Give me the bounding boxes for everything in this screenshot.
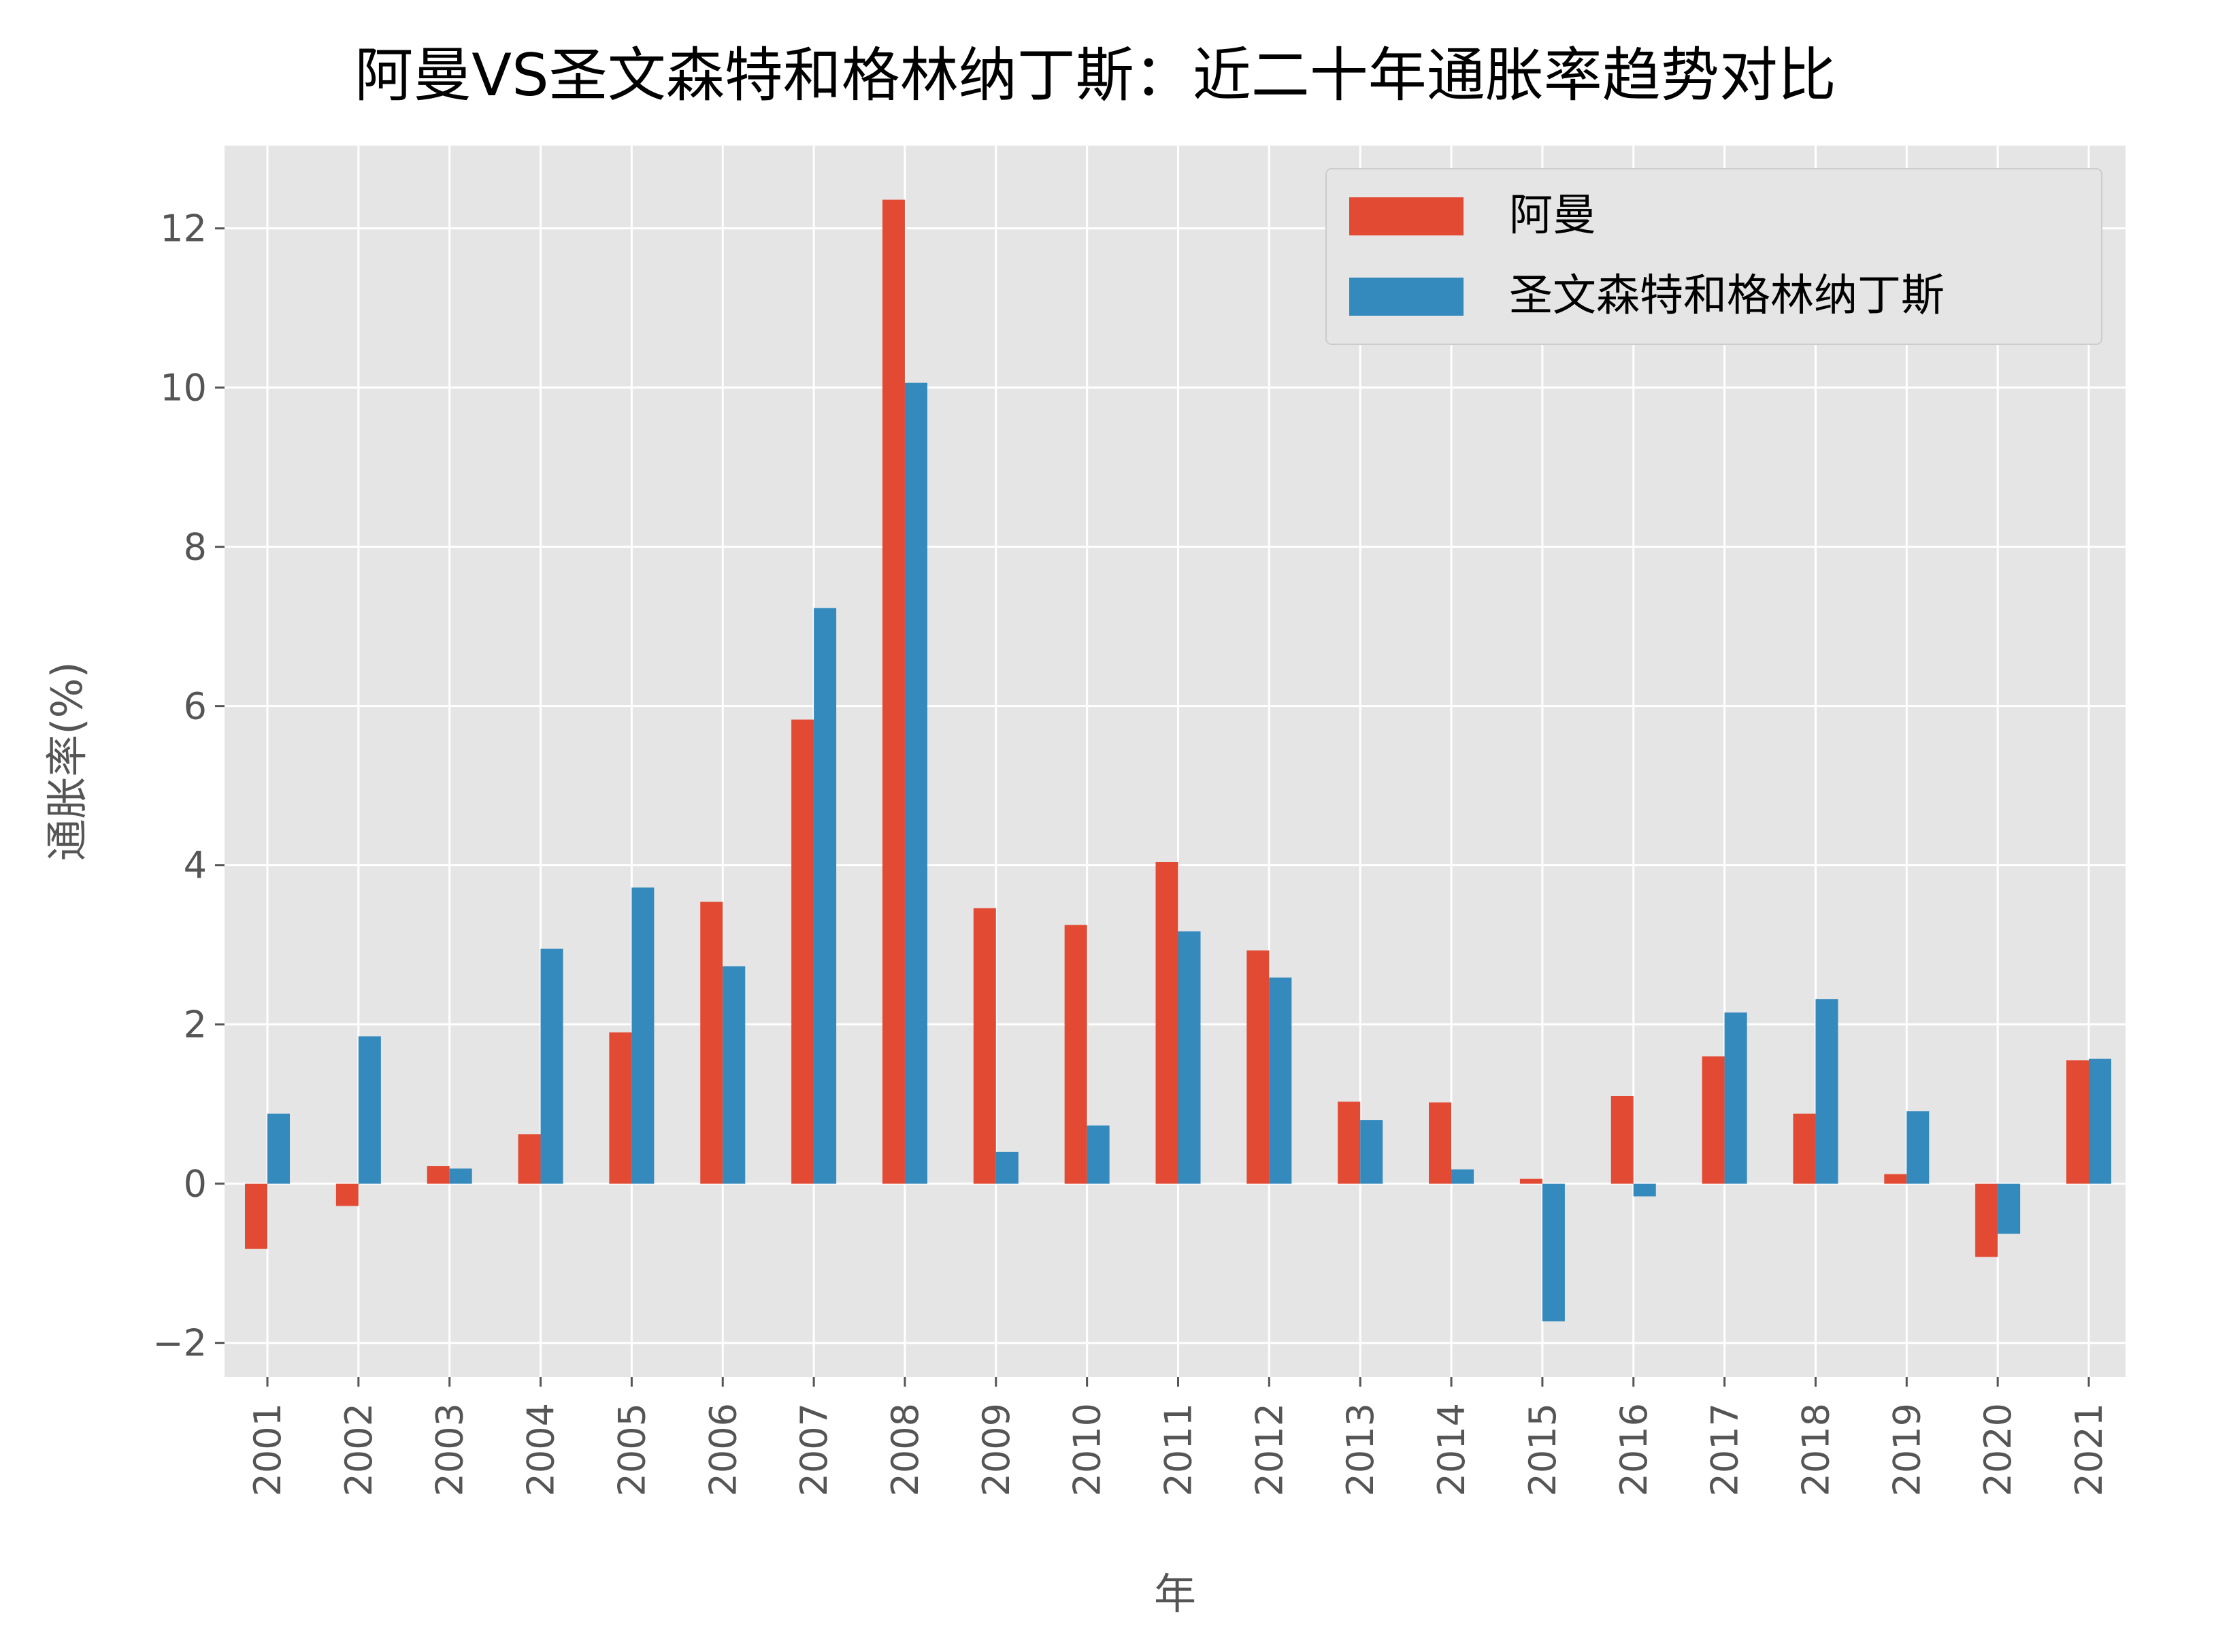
- bar-oman-2020: [1975, 1183, 1998, 1257]
- bar-svg-2001: [267, 1113, 290, 1184]
- legend-swatch-svg: [1349, 278, 1464, 316]
- bar-svg-2004: [540, 948, 563, 1184]
- bar-svg-2017: [1724, 1012, 1747, 1184]
- y-axis: −2 0 2 4 6 8 10 12: [152, 208, 225, 1365]
- bar-svg-2006: [723, 966, 746, 1184]
- bar-oman-2008: [882, 199, 905, 1184]
- bar-oman-2005: [609, 1032, 632, 1184]
- bar-oman-2003: [427, 1166, 450, 1184]
- bar-oman-2004: [518, 1134, 541, 1184]
- x-tick-label: 2013: [1339, 1403, 1382, 1496]
- bar-oman-2013: [1338, 1102, 1361, 1184]
- y-tick-label: 4: [184, 844, 207, 887]
- x-tick-label: 2003: [429, 1403, 472, 1496]
- bar-oman-2006: [700, 902, 723, 1184]
- bar-svg-2021: [2089, 1058, 2111, 1184]
- x-axis: 2001 2002 2003 2004 2005 2006 2007 2008 2009 2010…: [246, 1377, 2111, 1496]
- bar-oman-2007: [791, 719, 814, 1184]
- y-tick-label: 8: [184, 526, 207, 569]
- bar-svg-2008: [904, 382, 927, 1184]
- bar-oman-2011: [1155, 862, 1178, 1184]
- bar-oman-2009: [973, 908, 996, 1184]
- bar-oman-2015: [1519, 1178, 1542, 1184]
- x-tick-label: 2012: [1248, 1403, 1291, 1496]
- bar-oman-2002: [335, 1183, 359, 1206]
- x-tick-label: 2004: [520, 1403, 563, 1496]
- bar-svg-2003: [449, 1168, 472, 1184]
- legend-label-oman: 阿曼: [1509, 191, 1596, 241]
- legend-box: [1325, 168, 2102, 345]
- x-tick-label: 2021: [2068, 1403, 2111, 1496]
- bar-svg-2012: [1269, 977, 1292, 1184]
- bar-svg-2007: [814, 608, 837, 1184]
- bar-oman-2017: [1702, 1056, 1725, 1184]
- bar-oman-2014: [1429, 1102, 1452, 1184]
- bar-svg-2015: [1542, 1183, 1565, 1322]
- x-tick-label: 2008: [884, 1403, 927, 1496]
- y-tick-label: 6: [184, 685, 207, 728]
- x-tick-label: 2020: [1977, 1403, 2019, 1496]
- x-tick-label: 2019: [1885, 1403, 1928, 1496]
- bar-svg-2005: [631, 887, 655, 1184]
- x-tick-label: 2009: [975, 1403, 1018, 1496]
- legend-swatch-oman: [1349, 197, 1464, 235]
- y-tick-label: −2: [152, 1322, 207, 1365]
- bar-oman-2001: [245, 1183, 267, 1249]
- x-tick-label: 2011: [1157, 1403, 1200, 1496]
- bar-svg-2002: [358, 1036, 381, 1184]
- y-axis-label: 通胀率(%): [42, 661, 92, 861]
- x-tick-label: 2001: [246, 1403, 289, 1496]
- bar-svg-2020: [1998, 1183, 2021, 1234]
- bars-group: [245, 199, 2111, 1322]
- x-tick-label: 2014: [1430, 1403, 1473, 1496]
- x-axis-label: 年: [1154, 1569, 1196, 1619]
- bar-svg-2013: [1360, 1120, 1383, 1184]
- bar-oman-2021: [2066, 1060, 2089, 1184]
- bar-oman-2010: [1064, 925, 1087, 1184]
- x-tick-label: 2005: [610, 1403, 653, 1496]
- y-tick-label: 2: [184, 1004, 207, 1046]
- x-tick-label: 2016: [1613, 1403, 1655, 1496]
- x-tick-label: 2007: [793, 1403, 836, 1496]
- y-tick-label: 0: [184, 1163, 207, 1206]
- bar-svg-2016: [1633, 1183, 1656, 1197]
- chart-title: 阿曼VS圣文森特和格林纳丁斯：近二十年通胀率趋势对比: [354, 42, 1836, 110]
- legend: 阿曼 圣文森特和格林纳丁斯: [1325, 168, 2102, 345]
- y-tick-label: 10: [160, 367, 207, 410]
- x-tick-label: 2015: [1521, 1403, 1564, 1496]
- x-tick-label: 2010: [1066, 1403, 1109, 1496]
- bar-svg-2011: [1178, 931, 1201, 1184]
- bar-svg-2018: [1815, 999, 1838, 1184]
- bar-svg-2019: [1906, 1111, 1930, 1184]
- bar-svg-2014: [1451, 1169, 1474, 1184]
- bar-oman-2016: [1610, 1095, 1634, 1184]
- bar-svg-2009: [995, 1151, 1019, 1184]
- x-tick-label: 2017: [1704, 1403, 1747, 1496]
- x-tick-label: 2006: [701, 1403, 744, 1496]
- x-tick-label: 2018: [1794, 1403, 1837, 1496]
- bar-oman-2019: [1884, 1174, 1907, 1184]
- bar-oman-2018: [1793, 1113, 1816, 1184]
- legend-label-svg: 圣文森特和格林纳丁斯: [1509, 271, 1945, 321]
- x-tick-label: 2002: [337, 1403, 380, 1496]
- bar-oman-2012: [1246, 950, 1270, 1184]
- y-tick-label: 12: [160, 208, 207, 250]
- bar-svg-2010: [1087, 1125, 1110, 1184]
